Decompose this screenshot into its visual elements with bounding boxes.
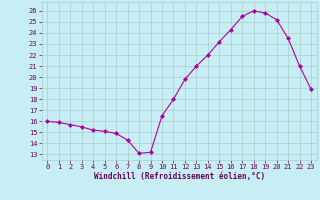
X-axis label: Windchill (Refroidissement éolien,°C): Windchill (Refroidissement éolien,°C) [94,172,265,181]
